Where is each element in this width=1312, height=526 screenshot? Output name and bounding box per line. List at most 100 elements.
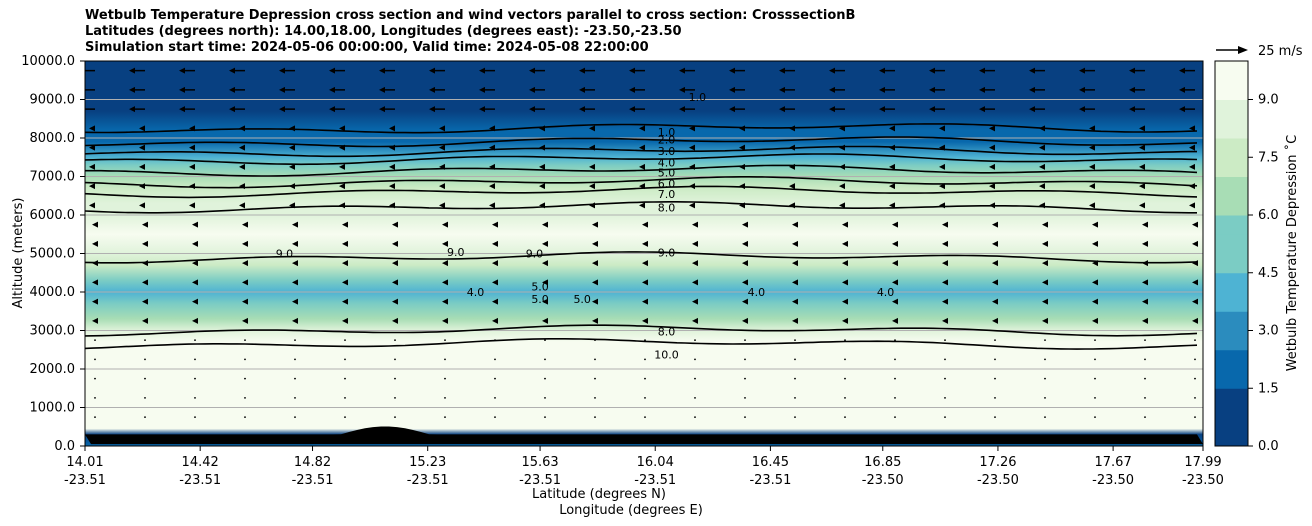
wind-vector — [494, 339, 496, 342]
wind-vector — [679, 106, 685, 113]
wind-vector — [544, 396, 546, 399]
wind-vector — [1039, 144, 1045, 151]
wind-vector — [639, 144, 645, 151]
wind-vector — [929, 106, 935, 113]
wind-vector — [639, 125, 645, 132]
wind-vector — [589, 183, 595, 190]
contour-line — [85, 324, 1198, 337]
wind-vector — [179, 106, 185, 113]
y-tick-label: 8000.0 — [30, 131, 76, 146]
wind-vector — [1039, 163, 1045, 170]
wind-vector — [944, 396, 946, 399]
wind-vector — [494, 377, 496, 380]
wind-vector — [444, 396, 446, 399]
wind-vector — [394, 339, 396, 342]
wind-vector — [939, 144, 945, 151]
wind-vector — [1144, 339, 1146, 342]
wind-vector — [1139, 202, 1145, 209]
wind-vector — [79, 87, 85, 93]
wind-vector — [794, 339, 796, 342]
wind-vector — [1189, 163, 1195, 170]
wind-vector — [644, 377, 646, 380]
x-tick-label-lon: -23.50 — [1182, 473, 1224, 488]
x-tick-label-lon: -23.50 — [862, 473, 904, 488]
contour-line — [85, 338, 1198, 350]
wind-vector — [89, 163, 95, 170]
wind-vector — [939, 202, 945, 209]
x-tick-label-lon: -23.51 — [749, 473, 791, 488]
wind-vector — [244, 416, 246, 419]
x-tick-label-lon: -23.51 — [179, 473, 221, 488]
wind-vector — [339, 202, 345, 209]
wind-vector — [894, 339, 896, 342]
wind-vector — [429, 106, 435, 113]
wind-vector — [129, 67, 135, 74]
wind-vector — [189, 202, 195, 209]
y-axis: 0.0 1000.0 2000.0 3000.0 4000.0 5000.0 6000.0 7… — [21, 54, 85, 454]
y-tick-label: 3000.0 — [30, 324, 76, 339]
wind-vector — [1094, 416, 1096, 419]
wind-vector — [89, 144, 95, 151]
wind-vector — [589, 125, 595, 132]
wind-vector — [1139, 144, 1145, 151]
colorbar-segment — [1215, 330, 1248, 351]
wind-vector — [879, 67, 885, 74]
wind-vector — [1079, 86, 1085, 93]
wind-vector — [444, 358, 446, 361]
wind-vector — [344, 396, 346, 399]
wind-vector — [579, 86, 585, 93]
wind-vector — [244, 396, 246, 399]
wind-vector — [1194, 435, 1196, 438]
wind-vector — [144, 377, 146, 380]
wind-vector — [489, 144, 495, 151]
wind-vector — [544, 358, 546, 361]
wind-vector — [939, 125, 945, 132]
wind-vector — [244, 377, 246, 380]
wind-vector — [539, 144, 545, 151]
wind-vector — [744, 396, 746, 399]
contour-label: 10.0 — [654, 348, 679, 361]
wind-vector — [544, 339, 546, 342]
wind-vector — [289, 144, 295, 151]
wind-vector — [889, 202, 895, 209]
wind-vector — [194, 358, 196, 361]
wind-vector — [839, 202, 845, 209]
wind-vector — [1139, 183, 1145, 190]
wind-vector — [489, 202, 495, 209]
wind-vector — [229, 106, 235, 113]
x-tick-label-lat: 15.63 — [521, 455, 558, 470]
title-line-2: Latitudes (degrees north): 14.00,18.00, … — [85, 24, 682, 39]
colorbar-segment — [1215, 349, 1248, 370]
colorbar-segment — [1215, 80, 1248, 100]
x-tick-label-lat: 17.26 — [979, 455, 1016, 470]
wind-vector — [639, 163, 645, 170]
wind-vector — [689, 144, 695, 151]
colorbar-segment — [1215, 157, 1248, 177]
wind-vector — [494, 396, 496, 399]
contour-line — [85, 176, 1198, 189]
contour-label: 4.0 — [658, 157, 676, 170]
wind-vector — [539, 125, 545, 132]
wind-vector — [979, 86, 985, 93]
wind-vector — [429, 86, 435, 93]
wind-vector — [579, 67, 585, 74]
colorbar-segment — [1215, 369, 1248, 389]
wind-vector — [394, 396, 396, 399]
wind-vector — [389, 183, 395, 190]
contour-line — [85, 145, 1197, 158]
wind-vector — [844, 377, 846, 380]
wind-vector — [344, 435, 346, 438]
wind-vector — [694, 416, 696, 419]
wind-vector — [194, 416, 196, 419]
wind-vector — [689, 183, 695, 190]
wind-vector — [944, 435, 946, 438]
wind-vector — [194, 339, 196, 342]
wind-vector — [329, 86, 335, 93]
wind-vector — [1029, 106, 1035, 113]
wind-vector — [239, 144, 245, 151]
wind-vector — [679, 86, 685, 93]
wind-vector — [1039, 125, 1045, 132]
wind-vector — [739, 144, 745, 151]
wind-vector — [1144, 358, 1146, 361]
